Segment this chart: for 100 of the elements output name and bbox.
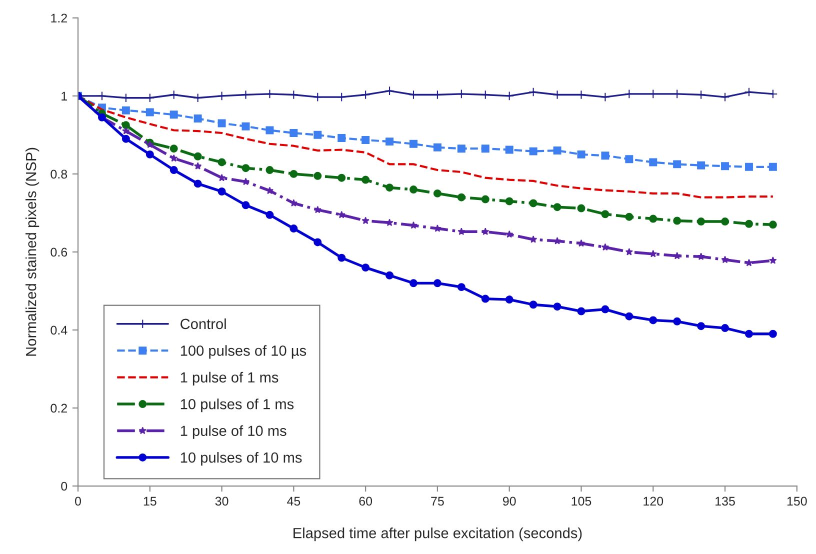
point (384, 86, 394, 96)
y-tick-label: 1 (62, 92, 67, 100)
y-tick-label: 0.8 (50, 170, 68, 179)
point (410, 186, 418, 194)
y-tick-label: 1.2 (51, 14, 67, 22)
point (362, 216, 370, 224)
point (553, 203, 562, 212)
point (122, 121, 130, 130)
point (170, 166, 178, 174)
point (314, 206, 322, 214)
point (386, 271, 394, 280)
point (218, 188, 226, 196)
legend-label: 1 pulse of 1 ms (180, 372, 278, 386)
point (529, 300, 538, 309)
point (433, 143, 442, 152)
point (577, 239, 586, 247)
point (673, 216, 682, 225)
point (266, 210, 274, 219)
x-tick-label: 15 (144, 496, 156, 506)
point (505, 197, 514, 206)
point (529, 199, 538, 208)
point (457, 144, 466, 153)
point (362, 136, 370, 144)
point (170, 154, 178, 162)
point (625, 212, 634, 221)
point (553, 302, 562, 311)
x-tick-label: 90 (502, 496, 516, 506)
point (242, 122, 250, 130)
point (673, 252, 681, 260)
point (697, 252, 705, 260)
legend-label: 100 pulses of 10 µs (180, 345, 306, 359)
point (457, 283, 466, 292)
point (218, 174, 226, 182)
point (768, 330, 777, 338)
point (169, 90, 179, 100)
y-axis-title: Normalized stained pixels (NSP) (26, 148, 40, 356)
point (721, 324, 730, 332)
point (194, 162, 202, 170)
y-tick-label: 0.6 (50, 248, 68, 257)
point (721, 218, 730, 226)
point (242, 164, 250, 172)
point (481, 294, 490, 303)
point (433, 189, 442, 198)
point (720, 92, 730, 102)
point (601, 152, 610, 160)
point (697, 218, 706, 226)
point (649, 158, 658, 166)
point (290, 224, 298, 233)
point (505, 146, 514, 154)
point (625, 312, 634, 320)
point (744, 162, 753, 171)
point (481, 195, 490, 204)
point (457, 193, 466, 202)
point (122, 106, 130, 114)
point (529, 147, 538, 156)
point (410, 221, 418, 229)
point (673, 317, 682, 326)
point (266, 166, 274, 174)
point (386, 184, 394, 192)
point (338, 254, 346, 262)
point (625, 248, 633, 256)
point (290, 128, 298, 137)
point (241, 90, 250, 100)
point (481, 144, 490, 153)
point (745, 258, 753, 266)
point (697, 161, 706, 170)
point (768, 89, 778, 99)
y-tick-label: 0.4 (50, 326, 68, 335)
legend-label: Control (180, 318, 226, 330)
point (601, 210, 610, 218)
point (360, 90, 370, 100)
point (649, 316, 658, 324)
point (673, 160, 682, 168)
point (577, 307, 586, 316)
x-axis-title: Elapsed time after pulse excitation (seconds) (294, 528, 582, 542)
point (266, 126, 274, 134)
point (122, 134, 130, 143)
point (768, 162, 777, 171)
point (410, 140, 418, 148)
point (312, 92, 322, 102)
y-tick-label: 0.2 (50, 404, 67, 413)
point (697, 322, 706, 330)
point (769, 256, 777, 264)
point (242, 201, 250, 210)
point (553, 146, 562, 155)
point (601, 243, 610, 251)
point (577, 204, 586, 212)
point (458, 228, 466, 236)
point (768, 220, 777, 229)
point (338, 134, 346, 142)
point (122, 127, 130, 134)
point (336, 92, 346, 102)
point (744, 220, 753, 228)
x-tick-label: 30 (215, 496, 228, 506)
legend-label: 1 pulse of 10 ms (180, 425, 286, 439)
point (146, 150, 154, 158)
point (314, 130, 322, 139)
legend-label: 10 pulses of 1 ms (180, 398, 294, 412)
legend-label: 10 pulses of 10 ms (180, 452, 302, 466)
point (290, 199, 298, 207)
